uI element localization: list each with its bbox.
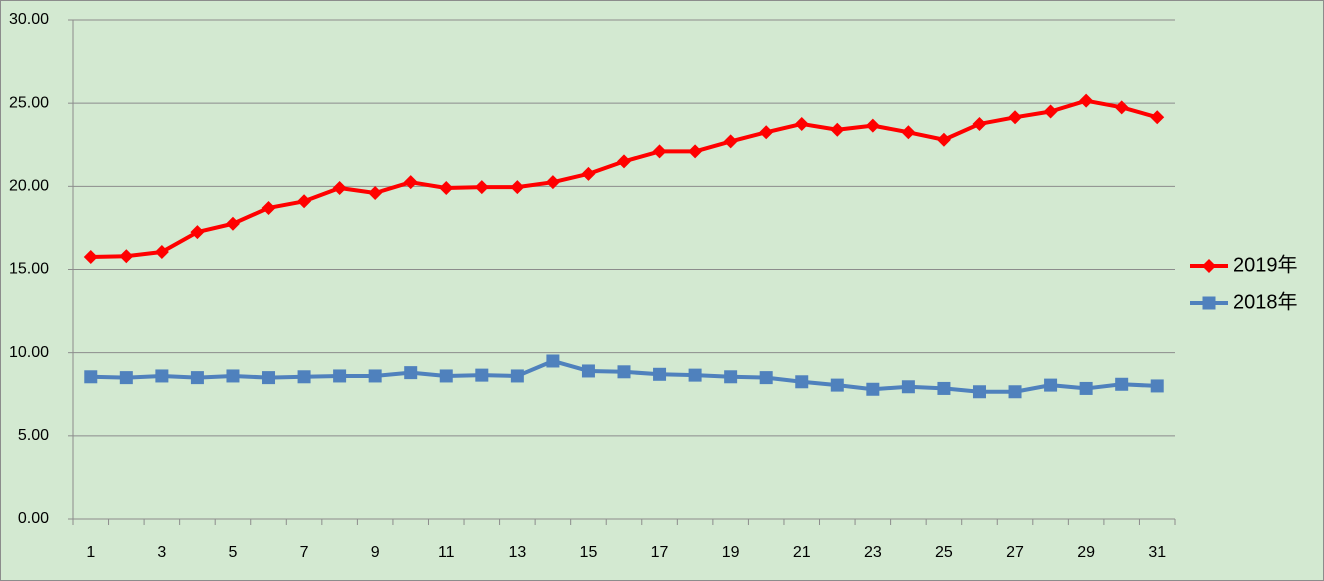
data-point [225, 216, 240, 231]
data-point [866, 382, 880, 396]
data-point [1044, 378, 1058, 392]
data-point [901, 125, 916, 140]
legend-marker [1202, 296, 1216, 310]
data-point [724, 370, 738, 384]
data-point [474, 180, 489, 195]
data-point [297, 194, 312, 209]
y-tick-label: 20.00 [9, 178, 49, 195]
y-tick-label: 0.00 [18, 510, 49, 527]
x-tick-label: 1 [86, 544, 95, 561]
data-point [368, 369, 382, 383]
data-point [83, 250, 98, 265]
legend-marker [1202, 259, 1216, 273]
x-tick-label: 21 [793, 544, 811, 561]
data-point [1150, 379, 1164, 393]
data-point [154, 245, 169, 260]
data-point [1079, 93, 1094, 108]
data-point [404, 366, 418, 380]
x-tick-label: 9 [371, 544, 380, 561]
data-point [759, 371, 773, 385]
data-point [333, 369, 347, 383]
data-point [581, 166, 596, 181]
y-tick-label: 5.00 [18, 427, 49, 444]
data-point [545, 175, 560, 190]
data-point [1114, 100, 1129, 115]
data-point [439, 369, 453, 383]
data-point [190, 371, 204, 385]
data-point [1079, 381, 1093, 395]
data-point [653, 367, 667, 381]
data-point [510, 180, 525, 195]
data-point [84, 370, 98, 384]
data-point [226, 369, 240, 383]
data-point [1043, 104, 1058, 119]
data-point [723, 134, 738, 149]
data-point [155, 369, 169, 383]
x-tick-label: 5 [229, 544, 238, 561]
data-point [119, 371, 133, 385]
data-point [937, 381, 951, 395]
x-tick-label: 23 [864, 544, 882, 561]
data-point [190, 225, 205, 240]
data-point [830, 122, 845, 137]
data-point [332, 180, 347, 195]
x-tick-label: 31 [1148, 544, 1166, 561]
data-point [865, 118, 880, 133]
data-point [617, 365, 631, 379]
x-tick-label: 7 [300, 544, 309, 561]
data-point [688, 368, 702, 382]
data-point [1008, 110, 1023, 125]
data-point [1008, 385, 1022, 399]
x-tick-label: 15 [580, 544, 598, 561]
data-point [795, 375, 809, 389]
data-point [972, 385, 986, 399]
data-point [403, 175, 418, 190]
data-point [759, 125, 774, 140]
data-point [581, 364, 595, 378]
data-point [1150, 110, 1165, 125]
data-point [439, 180, 454, 195]
data-point [510, 369, 524, 383]
data-point [901, 380, 915, 394]
data-point [794, 116, 809, 131]
x-tick-label: 13 [508, 544, 526, 561]
x-tick-label: 27 [1006, 544, 1024, 561]
data-point [475, 368, 489, 382]
data-point [297, 370, 311, 384]
data-point [617, 154, 631, 169]
data-point [972, 116, 987, 131]
x-tick-label: 11 [438, 544, 455, 561]
data-point [119, 249, 134, 264]
data-point [546, 354, 560, 368]
data-point [262, 371, 276, 385]
data-point [652, 144, 667, 159]
data-point [261, 200, 276, 215]
x-tick-label: 19 [722, 544, 740, 561]
data-point [368, 185, 383, 200]
y-tick-label: 30.00 [9, 11, 49, 28]
x-tick-label: 29 [1077, 544, 1095, 561]
data-point [688, 144, 703, 159]
x-tick-label: 17 [651, 544, 669, 561]
x-tick-label: 3 [157, 544, 166, 561]
x-tick-label: 25 [935, 544, 953, 561]
data-point [936, 132, 951, 147]
data-point [1115, 377, 1129, 391]
legend-label: 2019年 [1233, 253, 1298, 276]
legend-label: 2018年 [1233, 290, 1298, 313]
y-tick-label: 10.00 [9, 344, 49, 361]
y-tick-label: 15.00 [9, 261, 49, 278]
data-point [830, 378, 844, 392]
y-tick-label: 25.00 [9, 94, 49, 111]
